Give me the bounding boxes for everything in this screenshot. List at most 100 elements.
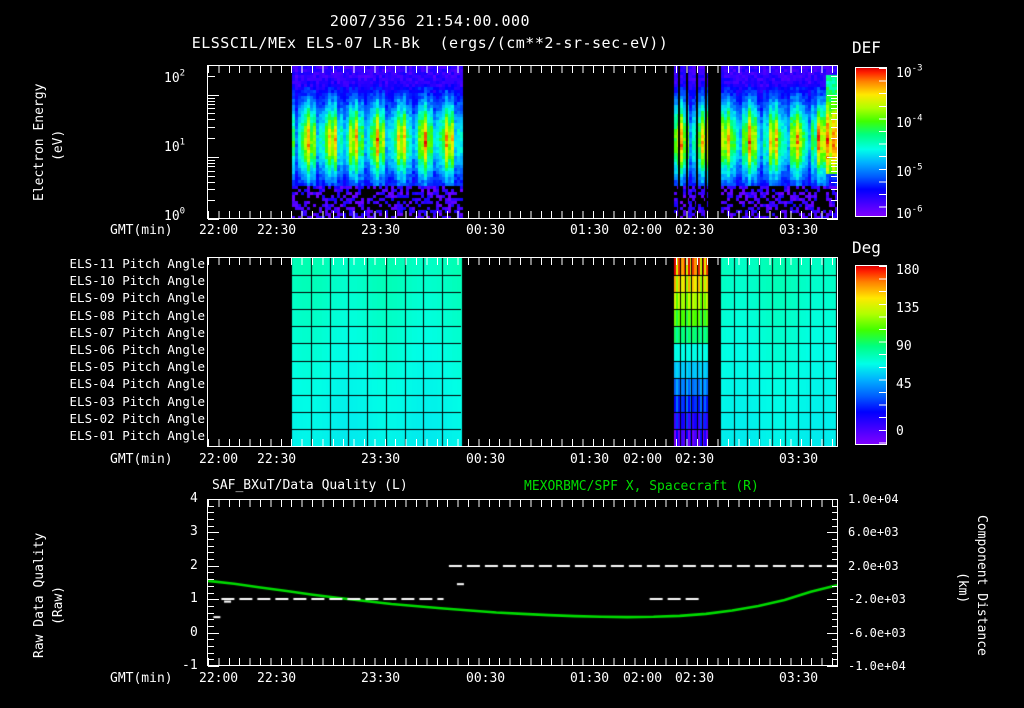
quality-left-ytick-label: 2	[190, 558, 198, 573]
xtick-label: 02:30	[675, 671, 715, 686]
pitch-angle-row-label: ELS-11 Pitch Angle	[69, 256, 205, 271]
ytick-mark	[831, 98, 838, 99]
energy-axis-unit: (eV)	[51, 129, 66, 161]
ytick-mark	[832, 659, 838, 660]
ytick-mark	[831, 104, 838, 105]
ytick-mark	[832, 593, 838, 594]
ytick-mark	[208, 171, 215, 172]
ytick-mark	[208, 646, 214, 647]
ytick-mark	[208, 586, 214, 587]
ytick-mark	[208, 633, 219, 634]
xtick-label: 01:30	[570, 671, 610, 686]
xtick-label: 03:30	[779, 223, 819, 238]
deg-colorbar-tick-label: 45	[896, 377, 912, 392]
quality-xaxis-label: GMT(min)	[110, 671, 173, 686]
ytick-mark	[208, 566, 219, 567]
ytick-mark	[208, 200, 215, 201]
ytick-mark	[208, 101, 215, 102]
ytick-mark	[208, 119, 215, 120]
ytick-mark	[831, 171, 838, 172]
quality-left-ytick-label: 1	[190, 591, 198, 606]
pitch-angle-row-label: ELS-09 Pitch Angle	[69, 290, 205, 305]
ytick-mark	[827, 157, 838, 158]
xtick-label: 22:30	[257, 452, 297, 467]
quality-left-axis-unit: (Raw)	[51, 585, 66, 625]
ytick-mark	[831, 189, 838, 190]
ytick-mark	[832, 519, 838, 520]
def-colorbar-tick-label: 10-4	[896, 112, 923, 131]
quality-xticks-bottom	[208, 658, 837, 665]
energy-ytick-10: 101	[164, 137, 186, 155]
ytick-mark	[208, 619, 214, 620]
ytick-mark	[832, 572, 838, 573]
xtick-label: 22:00	[199, 671, 239, 686]
def-colorbar-ticks	[879, 68, 886, 216]
quality-left-ytick-label: -1	[182, 658, 198, 673]
pitch-xticks-top	[208, 258, 837, 265]
ytick-mark	[827, 566, 838, 567]
ytick-mark	[831, 119, 838, 120]
ytick-mark	[831, 160, 838, 161]
tick-exponent: -4	[911, 113, 923, 124]
ytick-mark	[831, 138, 838, 139]
ytick-mark	[208, 113, 215, 114]
ytick-mark	[832, 539, 838, 540]
ytick-mark	[832, 619, 838, 620]
ytick-mark	[827, 532, 838, 533]
tick-base: 10	[896, 165, 912, 180]
plot-subtitle: ELSSCIL/MEx ELS-07 LR-Bk (ergs/(cm**2-sr…	[191, 34, 669, 52]
ytick-mark	[208, 506, 214, 507]
xtick-label: 23:30	[361, 671, 401, 686]
deg-colorbar-tick-label: 135	[896, 301, 920, 316]
ytick-mark	[832, 606, 838, 607]
ytick-mark	[831, 76, 838, 77]
quality-left-ytick-label: 4	[190, 491, 198, 506]
xtick-label: 22:30	[257, 223, 297, 238]
ytick-mark	[827, 599, 838, 600]
ytick-mark	[832, 559, 838, 560]
energy-xaxis-label: GMT(min)	[110, 223, 173, 238]
ytick-mark	[208, 606, 214, 607]
ytick-mark	[208, 593, 214, 594]
ytick-mark	[208, 189, 215, 190]
def-colorbar	[855, 67, 887, 217]
ytick-mark	[208, 127, 215, 128]
xtick-label: 03:30	[779, 671, 819, 686]
pitch-angle-row-label: ELS-05 Pitch Angle	[69, 359, 205, 374]
deg-colorbar	[855, 265, 887, 445]
ytick-mark	[208, 98, 215, 99]
plot-canvas	[208, 258, 837, 446]
pitch-xticks-bottom	[208, 439, 837, 446]
xtick-label: 23:30	[361, 223, 401, 238]
ytick-mark	[832, 586, 838, 587]
ytick-mark	[827, 95, 838, 96]
xtick-label: 01:30	[570, 223, 610, 238]
pitch-angle-row-label: ELS-10 Pitch Angle	[69, 273, 205, 288]
quality-right-axis-unit: (km)	[955, 571, 970, 604]
data-quality-frame	[207, 499, 838, 666]
ytick-mark	[208, 160, 215, 161]
quality-right-ytick-label: 6.0e+03	[848, 525, 899, 539]
ytick-mark	[208, 95, 219, 96]
xtick-label: 02:30	[675, 452, 715, 467]
tick-exponent: -5	[911, 162, 923, 173]
ytick-mark	[208, 138, 215, 139]
ytick-mark	[832, 526, 838, 527]
tick-base: 10	[896, 66, 912, 81]
ytick-mark	[832, 646, 838, 647]
ytick-mark	[208, 65, 215, 66]
xtick-label: 02:00	[623, 671, 663, 686]
def-colorbar-tick-label: 10-6	[896, 203, 923, 222]
ytick-mark	[208, 104, 215, 105]
quality-right-title: MEXORBMC/SPF X, Spacecraft (R)	[524, 479, 759, 494]
ytick-mark	[208, 539, 214, 540]
ytick-mark	[832, 506, 838, 507]
def-colorbar-tick-label: 10-3	[896, 62, 923, 81]
ytick-mark	[208, 659, 214, 660]
ytick-mark	[208, 552, 214, 553]
pitch-angle-row-label: ELS-06 Pitch Angle	[69, 342, 205, 357]
xtick-label: 02:30	[675, 223, 715, 238]
pitch-angle-row-label: ELS-01 Pitch Angle	[69, 428, 205, 443]
quality-right-axis-label: Component Distance	[974, 514, 989, 656]
deg-colorbar-title: Deg	[852, 238, 881, 257]
